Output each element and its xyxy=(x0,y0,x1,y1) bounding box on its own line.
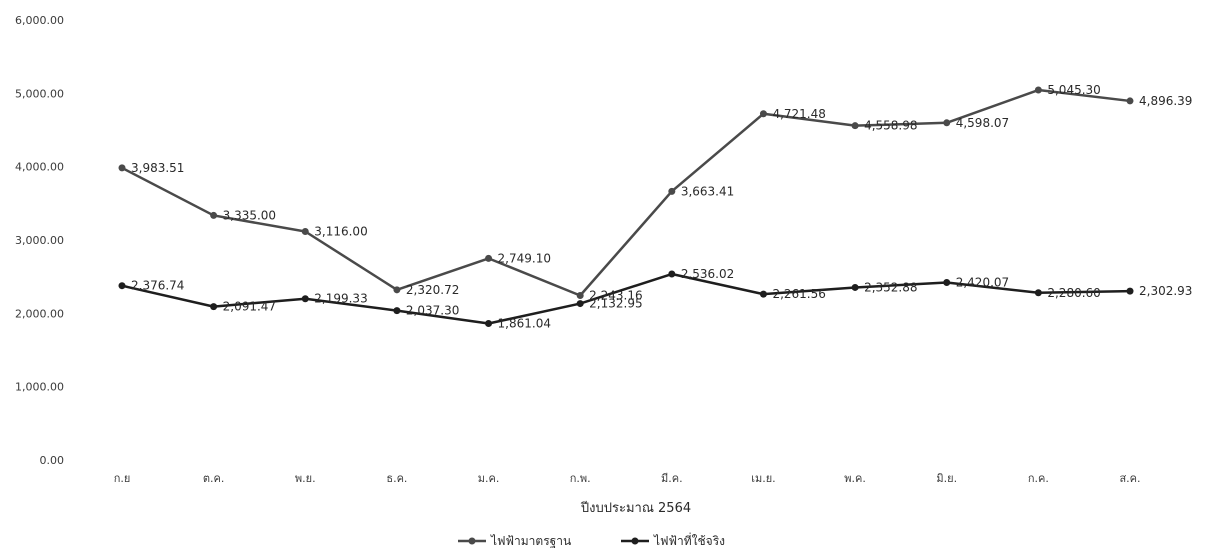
x-tick-label: มิ.ย. xyxy=(936,472,957,485)
data-point xyxy=(576,292,584,300)
y-tick-label: 4,000.00 xyxy=(15,161,64,174)
series-layer xyxy=(118,86,1134,328)
data-point xyxy=(301,227,309,235)
x-tick-label: ม.ค. xyxy=(478,472,500,485)
data-label: 2,199.33 xyxy=(314,292,367,306)
x-tick-label: พ.ค. xyxy=(844,472,866,485)
data-point xyxy=(1126,97,1134,105)
data-point xyxy=(943,279,951,287)
data-label: 4,598.07 xyxy=(956,116,1009,130)
data-label: 2,091.47 xyxy=(223,300,276,314)
data-label: 2,376.74 xyxy=(131,279,184,293)
data-point xyxy=(1034,289,1042,297)
data-point xyxy=(1034,86,1042,94)
data-label: 2,749.10 xyxy=(498,251,551,265)
data-label: 2,243.16 xyxy=(589,289,642,303)
data-point xyxy=(393,286,401,294)
data-point xyxy=(118,282,126,290)
data-point xyxy=(668,187,676,195)
data-label: 3,983.51 xyxy=(131,161,184,175)
x-tick-label: เม.ย. xyxy=(751,472,775,485)
x-tick-label: มี.ค. xyxy=(661,472,683,485)
series-line-2 xyxy=(121,272,1131,325)
y-tick-label: 2,000.00 xyxy=(15,307,64,320)
data-point xyxy=(943,119,951,127)
data-point xyxy=(759,110,767,118)
data-label: 2,037.30 xyxy=(406,304,459,318)
x-tick-label: ก.ย xyxy=(114,472,131,485)
y-tick-label: 6,000.00 xyxy=(15,14,64,27)
x-tick-label: ธ.ค. xyxy=(386,472,407,485)
data-point xyxy=(1126,287,1134,295)
x-tick-label: ก.พ. xyxy=(570,472,591,485)
legend-label-1: ไฟฟ้ามาตรฐาน xyxy=(490,534,571,548)
legend-marker-2 xyxy=(631,537,639,545)
data-point xyxy=(210,303,218,311)
data-label: 2,320.72 xyxy=(406,283,459,297)
data-point xyxy=(668,270,676,278)
data-label: 2,132.95 xyxy=(589,297,642,311)
x-tick-label: ต.ค. xyxy=(203,472,225,485)
data-label: 1,861.04 xyxy=(498,317,551,331)
legend-marker-1 xyxy=(468,537,476,545)
data-labels: 3,983.51 3,335.00 3,116.00 2,320.72 2,749.10… xyxy=(131,83,1192,331)
x-axis: ก.ย ต.ค. พ.ย. ธ.ค. ม.ค. ก.พ. มี.ค. เม.ย. พ.ค. มิ.… xyxy=(114,472,1141,485)
y-tick-label: 1,000.00 xyxy=(15,381,64,394)
data-label: 4,896.39 xyxy=(1139,94,1192,108)
data-point xyxy=(851,283,859,291)
series-line-1 xyxy=(121,88,1131,297)
data-label: 2,420.07 xyxy=(956,276,1009,290)
data-label: 2,280.60 xyxy=(1047,286,1100,300)
data-label: 4,558.98 xyxy=(864,119,917,133)
data-point xyxy=(210,211,218,219)
data-point xyxy=(576,300,584,308)
data-label: 3,663.41 xyxy=(681,184,734,198)
data-label: 3,335.00 xyxy=(223,208,276,222)
data-point xyxy=(851,122,859,130)
y-axis: 0.00 1,000.00 2,000.00 3,000.00 4,000.00 5,00… xyxy=(15,14,64,467)
legend-label-2: ไฟฟ้าที่ใช้จริง xyxy=(653,532,725,548)
y-tick-label: 3,000.00 xyxy=(15,234,64,247)
data-point xyxy=(485,254,493,262)
data-label: 2,536.02 xyxy=(681,267,734,281)
x-axis-title: ปีงบประมาณ 2564 xyxy=(580,500,691,516)
data-point xyxy=(301,295,309,303)
x-tick-label: ก.ค. xyxy=(1028,472,1049,485)
data-label: 2,352.88 xyxy=(864,280,917,294)
y-tick-label: 0.00 xyxy=(40,454,65,467)
x-tick-label: ส.ค. xyxy=(1119,472,1140,485)
data-point xyxy=(393,307,401,315)
data-label: 4,721.48 xyxy=(772,107,825,121)
data-point xyxy=(759,290,767,298)
data-label: 2,302.93 xyxy=(1139,284,1192,298)
data-label: 5,045.30 xyxy=(1047,83,1100,97)
legend: ไฟฟ้ามาตรฐาน ไฟฟ้าที่ใช้จริง xyxy=(458,532,725,548)
data-point xyxy=(485,320,493,328)
data-label: 3,116.00 xyxy=(314,224,367,238)
x-tick-label: พ.ย. xyxy=(295,472,316,485)
data-label: 2,261.56 xyxy=(772,287,825,301)
data-point xyxy=(118,164,126,172)
y-tick-label: 5,000.00 xyxy=(15,87,64,100)
